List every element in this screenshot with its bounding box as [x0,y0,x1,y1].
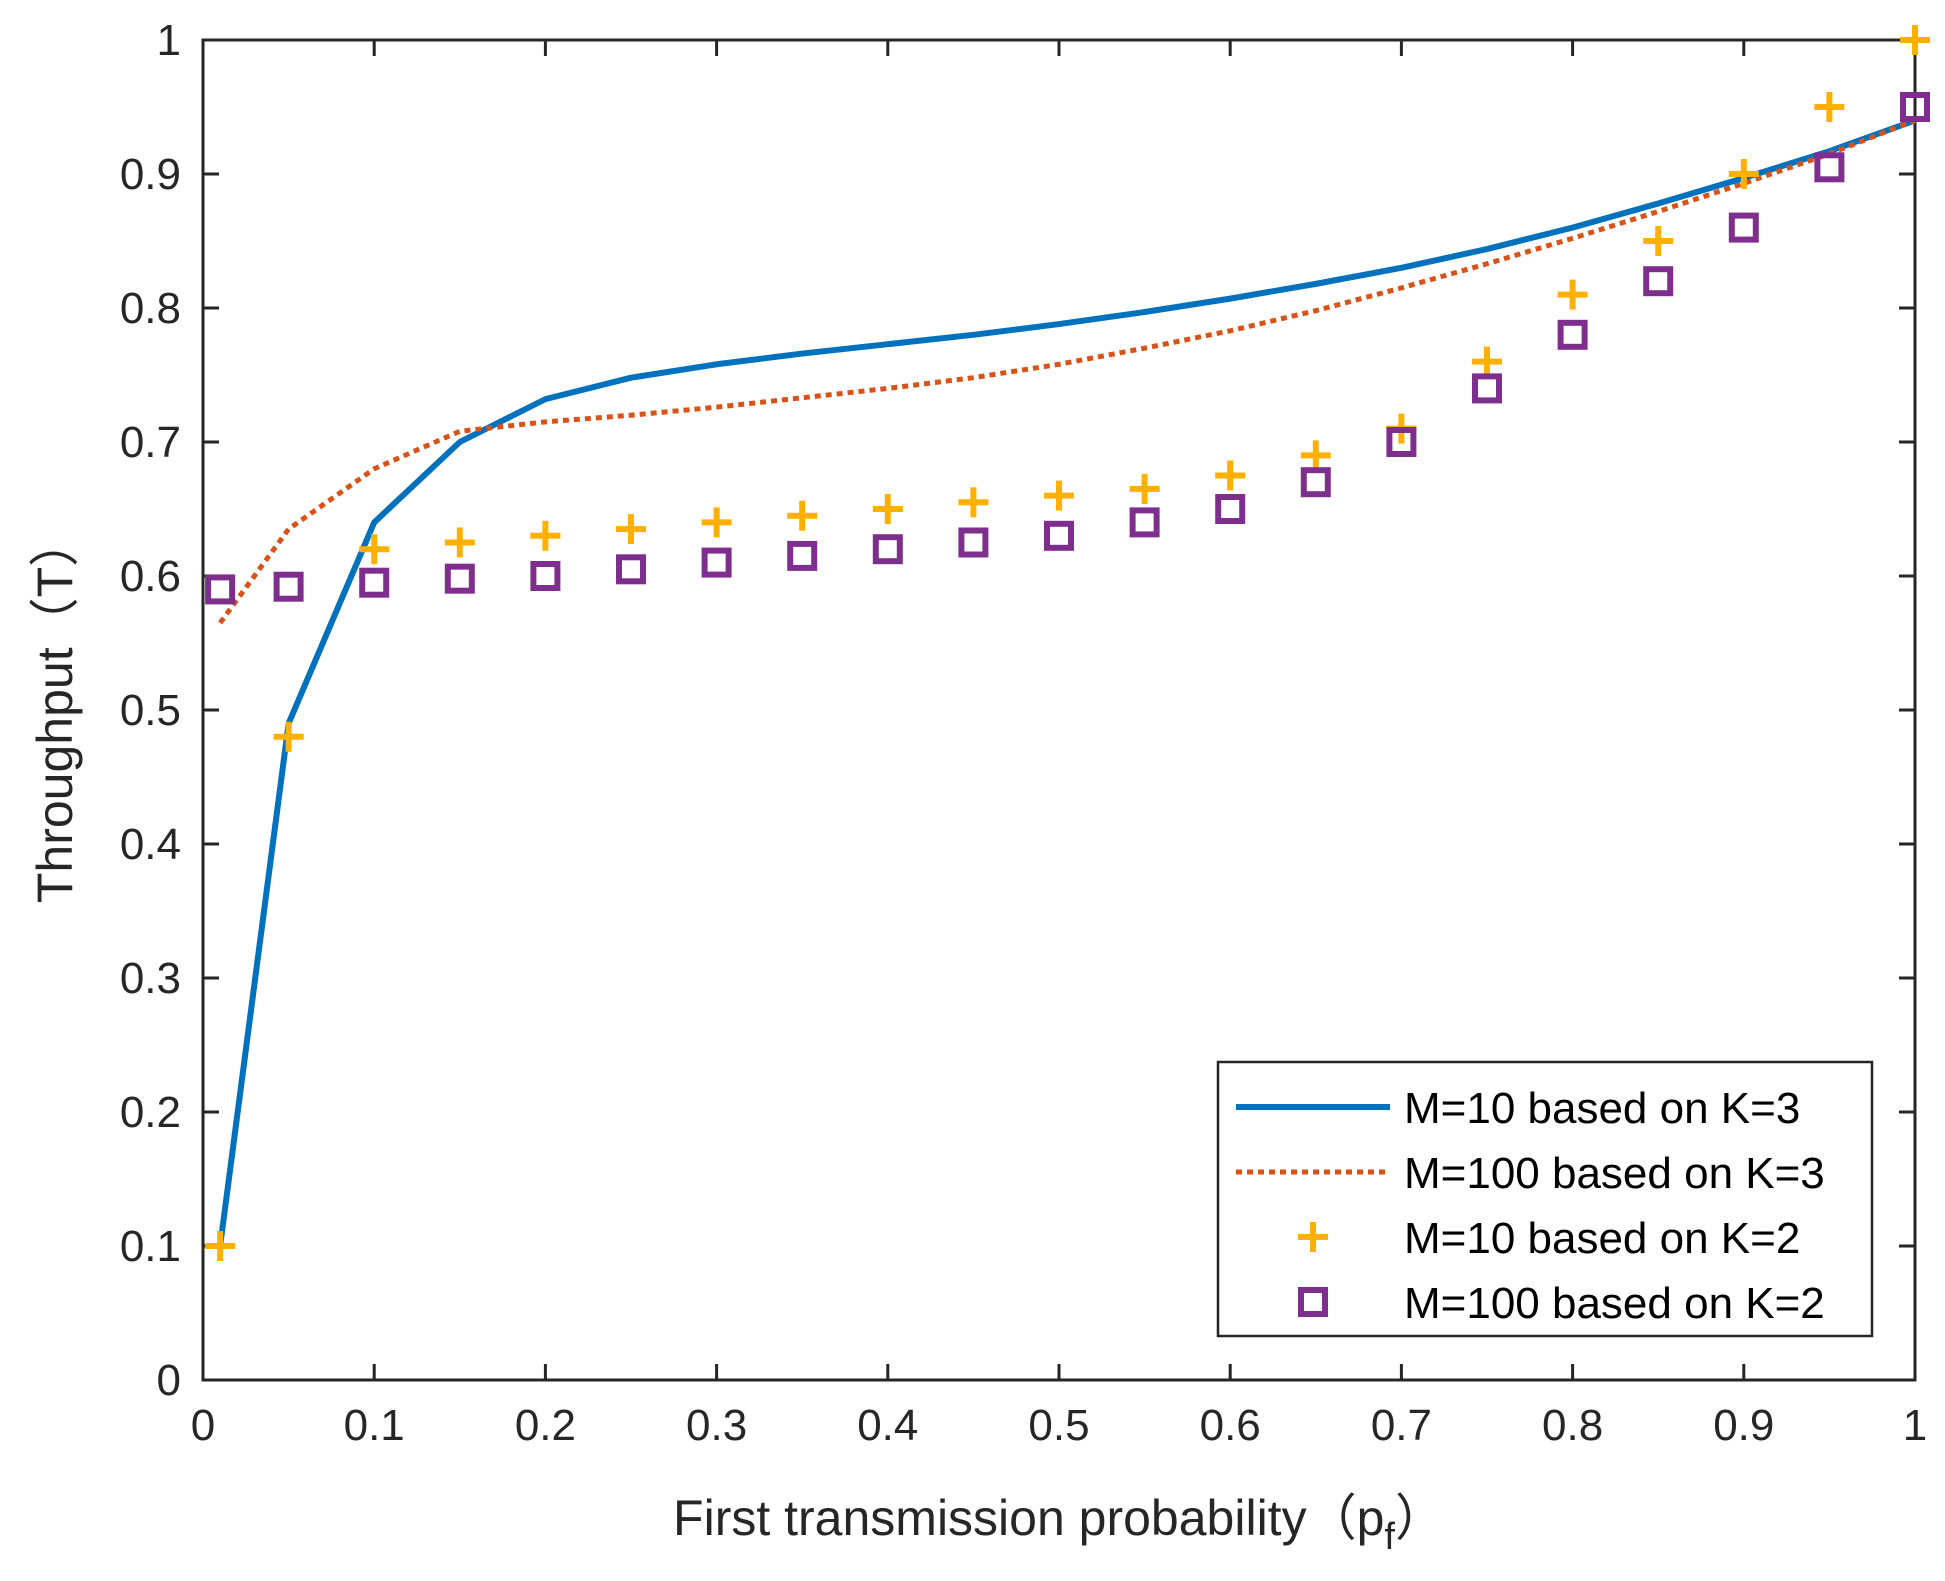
y-tick-label: 0.3 [120,954,181,1003]
plus-marker [359,534,390,565]
series-4 [205,92,1930,605]
x-axis-title: First transmission probability（pf） [673,1490,1445,1558]
plus-marker [958,487,989,518]
plus-marker [616,514,646,545]
x-tick-label: 0.2 [515,1401,576,1450]
y-tick-label: 1 [157,16,181,65]
legend-item-3: M=10 based on K=2 [1298,1214,1800,1263]
y-tick-label: 0.8 [120,284,181,333]
plus-marker [1300,440,1331,471]
series-line-2 [218,118,1916,625]
x-tick-label: 0.7 [1371,1401,1432,1450]
square-marker [1643,266,1674,297]
x-tick-label: 0.4 [857,1401,918,1450]
plus-marker [1643,226,1674,256]
plus-marker [1900,25,1930,55]
square-marker [444,563,475,594]
x-axis-title-suffix: ） [1395,1490,1445,1546]
plus-marker [1044,480,1074,511]
plus-marker [205,1231,236,1261]
legend-label: M=10 based on K=3 [1404,1084,1800,1133]
plus-marker [444,527,475,558]
square-marker [872,534,903,565]
plus-marker [1728,159,1759,189]
square-marker [273,571,304,602]
plus-marker [273,721,304,752]
x-axis-title-main: First transmission probability（p [673,1490,1384,1546]
plus-marker [1129,473,1160,504]
series-2 [218,118,1916,625]
square-marker [701,547,732,578]
square-marker [1044,520,1074,551]
legend-item-1: M=10 based on K=3 [1236,1084,1800,1133]
legend-label: M=100 based on K=3 [1404,1149,1825,1198]
square-marker [1814,152,1845,183]
plus-marker [1215,460,1246,491]
legend-swatch-square [1298,1287,1328,1317]
x-tick-label: 0.5 [1028,1401,1089,1450]
square-marker [1900,92,1930,122]
y-tick-label: 0.4 [120,820,181,869]
y-tick-label: 0 [157,1356,181,1405]
square-marker [616,554,646,585]
plus-marker [530,520,561,551]
y-tick-label: 0.5 [120,686,181,735]
y-tick-label: 0.6 [120,552,181,601]
y-tick-label: 0.1 [120,1222,181,1271]
x-tick-label: 0.8 [1542,1401,1603,1450]
legend-swatch-plus [1298,1222,1328,1252]
x-axis-title-subscript: f [1384,1516,1395,1558]
x-tick-label: 0 [191,1401,215,1450]
square-marker [1300,467,1331,498]
x-tick-label: 1 [1903,1401,1927,1450]
y-axis-title: Throughput（T） [27,517,83,903]
y-tick-label: 0.9 [120,150,181,199]
plus-marker [1472,346,1502,377]
square-marker [530,561,561,591]
square-marker [205,574,236,605]
square-marker [1215,494,1246,524]
square-marker [958,527,989,558]
axis-labels: First transmission probability（pf） Throu… [27,517,1445,1558]
plus-marker [1814,92,1845,122]
square-marker [1728,212,1759,243]
legend-label: M=100 based on K=2 [1404,1279,1825,1328]
plus-marker [1557,279,1588,310]
square-marker [1557,319,1588,350]
square-marker [1386,427,1417,457]
square-marker [359,567,390,598]
square-marker [1129,507,1160,538]
x-tick-label: 0.9 [1713,1401,1774,1450]
y-tick-label: 0.7 [120,418,181,467]
x-tick-label: 0.1 [344,1401,405,1450]
plus-marker [872,494,903,524]
y-tick-label: 0.2 [120,1088,181,1137]
plus-marker [787,500,818,531]
series-3 [205,25,1930,1261]
square-marker [1472,373,1502,404]
legend-item-4: M=100 based on K=2 [1298,1279,1825,1328]
plus-marker [701,507,732,538]
legend: M=10 based on K=3 M=100 based on K=3 M=10 … [1216,1060,1874,1338]
legend-item-2: M=100 based on K=3 [1236,1149,1825,1198]
square-marker [787,540,818,571]
legend-label: M=10 based on K=2 [1404,1214,1800,1263]
plot-area: 0 0.1 0.2 0.3 0.4 0.5 0.6 0.7 0.8 0.9 1 0 0.1 0.2 0.3 0… [120,16,1930,1450]
x-tick-label: 0.6 [1200,1401,1261,1450]
x-tick-label: 0.3 [686,1401,747,1450]
